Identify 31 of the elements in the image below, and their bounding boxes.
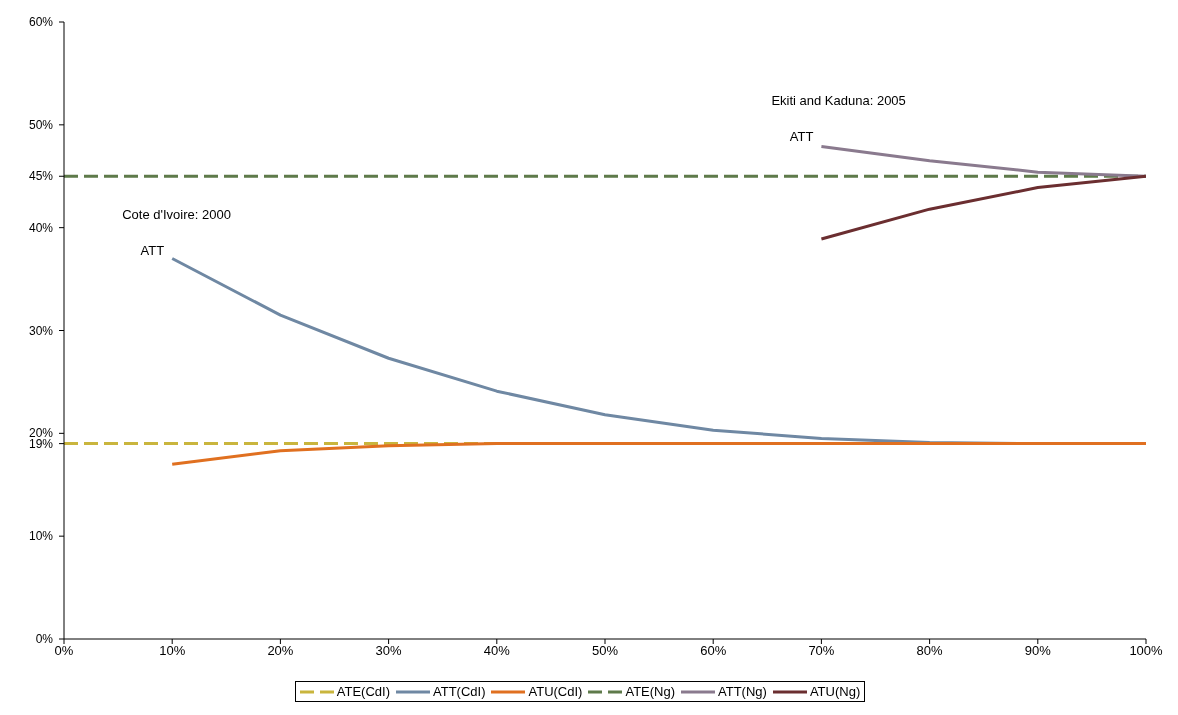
legend-label: ATU(Ng): [809, 684, 861, 699]
line-series: [819, 174, 1146, 241]
x-tick-label: 0%: [54, 643, 74, 659]
y-tick-label: 50%: [28, 117, 54, 132]
x-tick-label: 20%: [267, 643, 294, 659]
y-tick-label: 60%: [28, 15, 54, 29]
x-tick-label: 30%: [375, 643, 403, 659]
x-tick-label: 50%: [591, 643, 619, 659]
y-tick-label: 0%: [35, 632, 54, 646]
y-tick-label: 30%: [28, 323, 54, 338]
legend-label: ATT(CdI): [433, 684, 486, 699]
y-tick-label: 10%: [28, 529, 54, 544]
legend-label: ATE(Ng): [625, 684, 676, 699]
legend-label: ATE(CdI): [336, 684, 390, 699]
y-tick-label: 40%: [28, 220, 54, 235]
legend-label: ATU(CdI): [528, 684, 583, 699]
x-tick-label: 90%: [1024, 643, 1052, 659]
legend-label: ATT(Ng): [718, 684, 767, 699]
x-tick-label: 60%: [700, 643, 727, 659]
annotation: Cote d'Ivoire: 2000: [122, 206, 231, 222]
x-tick-label: 70%: [808, 643, 835, 659]
x-tick-label: 80%: [916, 643, 944, 659]
y-tick-label: 45%: [28, 169, 54, 184]
annotation: ATT: [789, 129, 814, 145]
y-tick-label: 19%: [28, 436, 54, 451]
line-series: [170, 442, 1146, 466]
x-tick-label: 100%: [1129, 643, 1164, 659]
x-tick-label: 10%: [159, 643, 186, 659]
x-tick-label: 40%: [483, 643, 511, 659]
annotation: Ekiti and Kaduna: 2005: [771, 93, 906, 109]
annotation: ATT: [140, 242, 165, 258]
